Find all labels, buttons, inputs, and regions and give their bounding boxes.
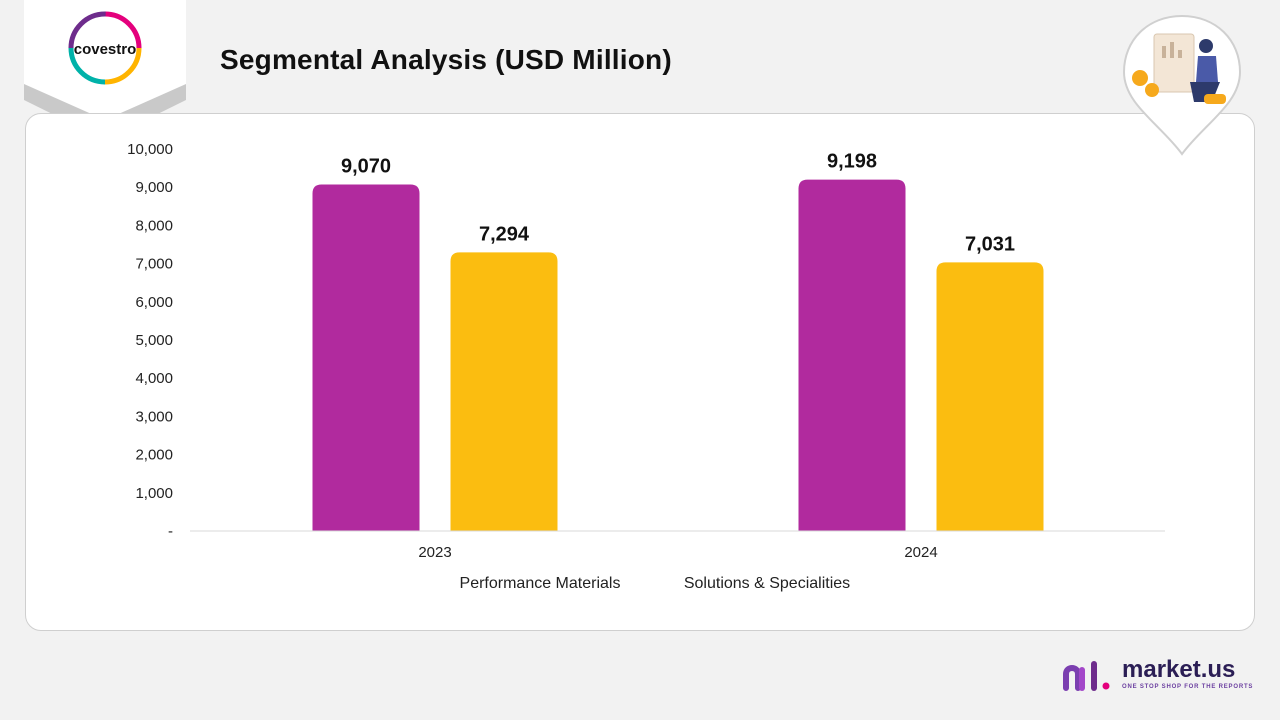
bar-performance-materials-2023 — [312, 184, 420, 531]
y-axis: - 1,000 2,000 3,000 4,000 5,000 6,000 7,000 8,00… — [127, 141, 173, 540]
y-tick-label: 1,000 — [135, 485, 173, 502]
y-tick-label: 5,000 — [135, 332, 173, 349]
brand-name: market.us — [1122, 656, 1236, 683]
analyst-illustration-icon — [1122, 14, 1242, 156]
brand-tagline: ONE STOP SHOP FOR THE REPORTS — [1122, 684, 1254, 690]
covestro-logo: covestro — [68, 11, 142, 85]
svg-text:covestro: covestro — [74, 41, 137, 58]
x-tick-label: 2023 — [418, 544, 451, 561]
legend-entry: Performance Materials — [460, 575, 621, 592]
bars: 9,070 7,294 9,198 7,031 — [312, 151, 1044, 531]
y-tick-label: 4,000 — [135, 370, 173, 387]
y-tick-label: 6,000 — [135, 294, 173, 311]
data-label: 7,031 — [965, 233, 1015, 255]
y-tick-label: - — [168, 523, 173, 540]
x-tick-label: 2024 — [904, 544, 937, 561]
y-tick-label: 7,000 — [135, 256, 173, 273]
y-tick-label: 10,000 — [127, 141, 173, 158]
logo-badge: covestro — [24, 0, 186, 140]
bar-chart: - 1,000 2,000 3,000 4,000 5,000 6,000 7,000 8,00… — [127, 141, 1165, 592]
chart-card — [25, 113, 1255, 631]
y-tick-label: 9,000 — [135, 179, 173, 196]
page-title: Segmental Analysis (USD Million) — [220, 44, 672, 75]
bar-solutions-specialities-2023 — [450, 252, 558, 531]
y-tick-label: 3,000 — [135, 408, 173, 425]
legend-entry: Solutions & Specialities — [684, 575, 850, 592]
y-tick-label: 8,000 — [135, 217, 173, 234]
data-label: 9,070 — [341, 156, 391, 178]
x-axis: 2023 2024 — [190, 530, 1165, 561]
data-label: 7,294 — [479, 223, 530, 245]
market-us-logo-icon — [1063, 661, 1110, 691]
y-tick-label: 2,000 — [135, 447, 173, 464]
bar-solutions-specialities-2024 — [936, 262, 1044, 531]
bar-performance-materials-2024 — [798, 179, 906, 531]
legend: Performance Materials Solutions & Special… — [460, 575, 851, 592]
data-label: 9,198 — [827, 151, 877, 173]
